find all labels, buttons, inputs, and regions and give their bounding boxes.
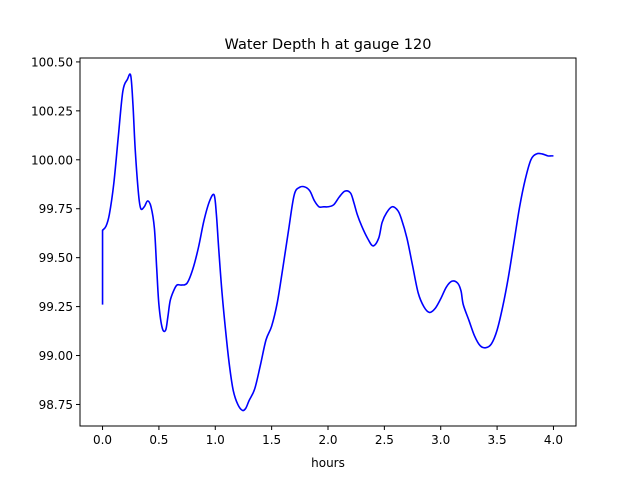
x-tick-label: 0.5 (149, 433, 168, 447)
y-tick-label: 99.50 (39, 251, 73, 265)
x-tick-label: 0.0 (93, 433, 112, 447)
x-tick-label: 1.5 (262, 433, 281, 447)
y-tick-label: 100.50 (31, 55, 73, 69)
x-tick-label: 1.0 (206, 433, 225, 447)
y-axis-ticks: 98.75 99.00 99.25 99.50 99.75 100.00 100.25 100… (31, 55, 80, 412)
x-axis-label: hours (311, 456, 345, 470)
series-line-0 (101, 73, 554, 412)
y-tick-label: 99.25 (39, 300, 73, 314)
chart-title: Water Depth h at gauge 120 (225, 37, 432, 53)
y-tick-label: 99.75 (39, 202, 73, 216)
x-axis-ticks: 0.0 0.5 1.0 1.5 2.0 2.5 3.0 3.5 4.0 (93, 426, 563, 447)
x-tick-label: 2.0 (318, 433, 337, 447)
plot-layer (101, 73, 554, 412)
y-tick-label: 98.75 (39, 398, 73, 412)
y-tick-label: 100.00 (31, 153, 73, 167)
y-tick-label: 99.00 (39, 349, 73, 363)
x-tick-label: 2.5 (375, 433, 394, 447)
x-tick-label: 4.0 (544, 433, 563, 447)
y-tick-label: 100.25 (31, 104, 73, 118)
x-tick-label: 3.0 (431, 433, 450, 447)
x-tick-label: 3.5 (488, 433, 507, 447)
